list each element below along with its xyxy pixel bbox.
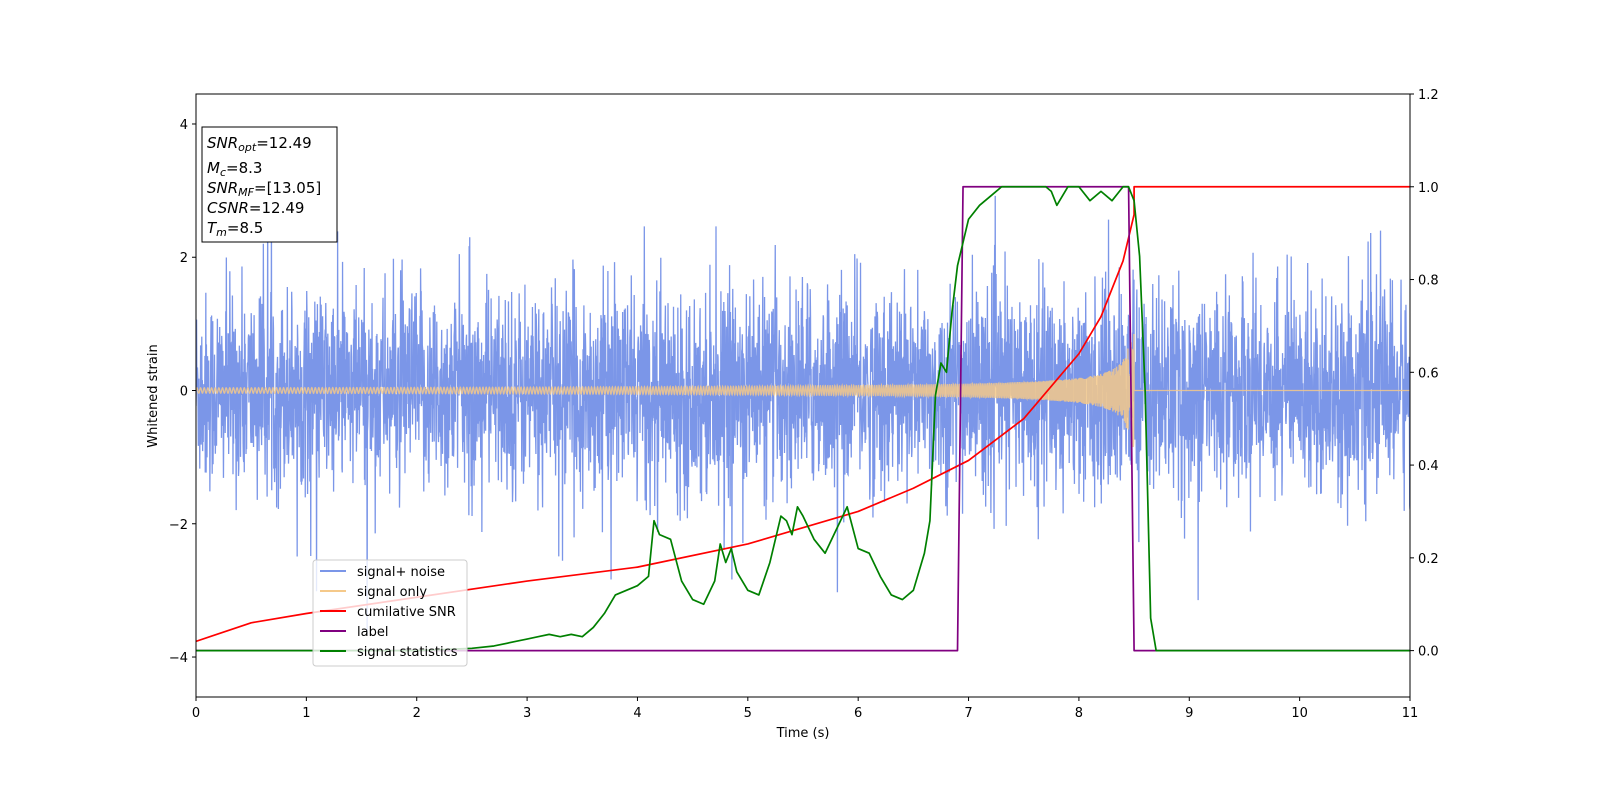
y-left-tick-label: 2 bbox=[180, 251, 188, 266]
y-axis-left: −4 −2 0 2 4 bbox=[169, 118, 196, 666]
svg-text:Mc=8.3: Mc=8.3 bbox=[207, 159, 262, 179]
tm-label: T bbox=[207, 219, 218, 237]
y-left-tick-label: −2 bbox=[169, 518, 188, 533]
signal-statistics-line bbox=[196, 185, 1410, 652]
snr-opt-sub: opt bbox=[238, 141, 257, 154]
x-tick-label: 1 bbox=[302, 706, 310, 721]
tm-sub: m bbox=[216, 226, 227, 239]
x-tick-label: 4 bbox=[633, 706, 641, 721]
signal-only-series bbox=[196, 334, 1410, 448]
x-tick-label: 11 bbox=[1402, 706, 1419, 721]
signal-noise-series bbox=[196, 195, 1410, 634]
legend-label-label: label bbox=[357, 625, 388, 640]
snr-mf-sub: MF bbox=[238, 186, 254, 199]
x-axis-label: Time (s) bbox=[776, 726, 830, 741]
tm-value: =8.5 bbox=[227, 219, 263, 237]
plot-frame bbox=[195, 93, 1411, 698]
signal-only-line bbox=[196, 334, 1410, 448]
x-tick-label: 8 bbox=[1075, 706, 1083, 721]
csnr-value: =12.49 bbox=[249, 199, 305, 217]
svg-text:CSNR=12.49: CSNR=12.49 bbox=[207, 199, 304, 217]
x-tick-label: 2 bbox=[413, 706, 421, 721]
y-axis-right: 0.0 0.2 0.4 0.6 0.8 1.0 1.2 bbox=[1410, 88, 1439, 660]
svg-text:SNRMF=[13.05]: SNRMF=[13.05] bbox=[207, 179, 321, 199]
signal-noise-line bbox=[196, 195, 1410, 634]
svg-text:SNRopt=12.49: SNRopt=12.49 bbox=[207, 134, 312, 154]
y-left-tick-label: −4 bbox=[169, 651, 188, 666]
snr-opt-label: SNR bbox=[207, 134, 238, 152]
y-left-tick-label: 4 bbox=[180, 118, 188, 133]
y-right-tick-label: 1.2 bbox=[1418, 88, 1439, 103]
x-tick-label: 6 bbox=[854, 706, 862, 721]
y-axis-label: Whitened strain bbox=[146, 344, 161, 447]
snr-mf-label: SNR bbox=[207, 179, 238, 197]
legend-label-signal-noise: signal+ noise bbox=[357, 565, 445, 580]
x-tick-label: 10 bbox=[1291, 706, 1308, 721]
csnr-label: CSNR bbox=[207, 199, 249, 217]
x-tick-label: 0 bbox=[192, 706, 200, 721]
mc-label: M bbox=[207, 159, 220, 177]
x-tick-label: 5 bbox=[744, 706, 752, 721]
legend-label-signal-statistics: signal statistics bbox=[357, 645, 458, 660]
snr-opt-value: =12.49 bbox=[256, 134, 312, 152]
x-tick-label: 3 bbox=[523, 706, 531, 721]
legend-label-signal-only: signal only bbox=[357, 585, 427, 600]
x-axis: 0 1 2 3 4 5 6 7 8 9 10 11 bbox=[192, 697, 1418, 721]
x-tick-label: 9 bbox=[1185, 706, 1193, 721]
legend: signal+ noise signal only cumilative SNR… bbox=[312, 559, 468, 667]
svg-text:Tm=8.5: Tm=8.5 bbox=[207, 219, 263, 239]
x-tick-label: 7 bbox=[964, 706, 972, 721]
snr-mf-value: =[13.05] bbox=[254, 179, 321, 197]
y-left-tick-label: 0 bbox=[180, 385, 188, 400]
y-right-tick-label: 0.2 bbox=[1418, 552, 1439, 567]
y-right-tick-label: 0.4 bbox=[1418, 459, 1439, 474]
y-right-tick-label: 0.6 bbox=[1418, 366, 1439, 381]
y-right-tick-label: 0.0 bbox=[1418, 645, 1439, 660]
annotation-box: SNRopt=12.49 Mc=8.3 SNRMF=[13.05] CSNR=1… bbox=[201, 126, 338, 243]
y-right-tick-label: 0.8 bbox=[1418, 274, 1439, 289]
y-right-tick-label: 1.0 bbox=[1418, 181, 1439, 196]
mc-sub: c bbox=[220, 166, 226, 179]
mc-value: =8.3 bbox=[226, 159, 262, 177]
legend-label-cumulative-snr: cumilative SNR bbox=[357, 605, 456, 620]
